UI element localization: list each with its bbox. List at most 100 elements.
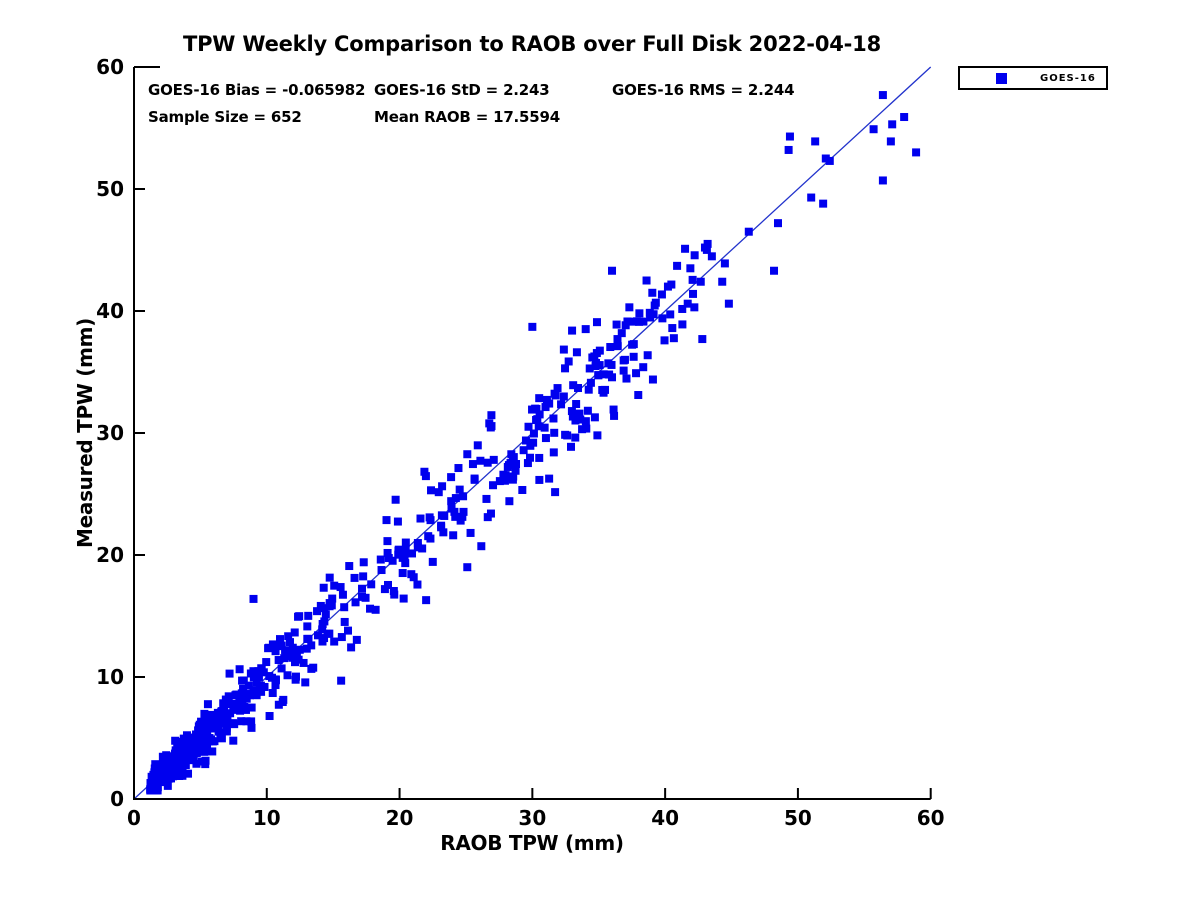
scatter-point bbox=[192, 759, 201, 768]
scatter-point bbox=[271, 647, 280, 656]
scatter-point bbox=[535, 410, 544, 419]
scatter-point bbox=[535, 394, 544, 403]
scatter-point bbox=[550, 389, 559, 398]
scatter-point bbox=[190, 748, 199, 757]
scatter-point bbox=[413, 580, 422, 589]
scatter-point bbox=[888, 120, 897, 129]
scatter-point bbox=[582, 424, 591, 433]
scatter-point bbox=[268, 640, 277, 649]
scatter-point bbox=[401, 559, 410, 568]
scatter-point bbox=[657, 290, 666, 299]
scatter-point bbox=[629, 352, 638, 361]
scatter-point bbox=[688, 275, 697, 284]
scatter-point bbox=[200, 709, 209, 718]
scatter-point bbox=[610, 411, 619, 420]
scatter-point bbox=[528, 322, 537, 331]
scatter-point bbox=[470, 474, 479, 483]
scatter-point bbox=[459, 507, 468, 516]
scatter-point bbox=[190, 733, 199, 742]
scatter-point bbox=[569, 381, 578, 390]
scatter-point bbox=[489, 455, 498, 464]
scatter-point bbox=[408, 549, 417, 558]
scatter-point bbox=[320, 604, 329, 613]
scatter-point bbox=[702, 245, 711, 254]
scatter-point bbox=[178, 766, 187, 775]
scatter-point bbox=[288, 643, 297, 652]
scatter-point bbox=[219, 706, 228, 715]
scatter-point bbox=[158, 752, 167, 761]
scatter-point bbox=[421, 472, 430, 481]
scatter-point bbox=[307, 664, 316, 673]
scatter-point bbox=[477, 542, 486, 551]
scatter-point bbox=[508, 475, 517, 484]
scatter-point bbox=[284, 632, 293, 641]
scatter-point bbox=[485, 419, 494, 428]
scatter-point bbox=[571, 416, 580, 425]
scatter-point bbox=[609, 405, 618, 414]
scatter-point bbox=[163, 781, 172, 790]
scatter-point bbox=[150, 781, 159, 790]
scatter-point bbox=[878, 176, 887, 185]
scatter-point bbox=[604, 359, 613, 368]
scatter-point bbox=[666, 310, 675, 319]
scatter-point bbox=[171, 746, 180, 755]
scatter-point bbox=[328, 594, 337, 603]
scatter-point bbox=[307, 641, 316, 650]
scatter-point bbox=[819, 199, 828, 208]
scatter-point bbox=[886, 137, 895, 146]
scatter-point bbox=[770, 266, 779, 275]
scatter-point bbox=[359, 572, 368, 581]
scatter-point bbox=[499, 470, 508, 479]
scatter-point bbox=[689, 289, 698, 298]
scatter-point bbox=[242, 717, 251, 726]
y-tick-label: 30 bbox=[96, 421, 124, 445]
scatter-point bbox=[568, 326, 577, 335]
y-tick-label: 0 bbox=[110, 787, 124, 811]
x-tick-label: 20 bbox=[386, 806, 414, 830]
scatter-point bbox=[340, 603, 349, 612]
scatter-point bbox=[210, 737, 219, 746]
scatter-point bbox=[230, 720, 239, 729]
scatter-point bbox=[232, 690, 241, 699]
scatter-point bbox=[359, 558, 368, 567]
scatter-point bbox=[428, 557, 437, 566]
scatter-point bbox=[605, 370, 614, 379]
scatter-point bbox=[321, 610, 330, 619]
scatter-point bbox=[422, 596, 431, 605]
scatter-point bbox=[184, 753, 193, 762]
scatter-point bbox=[523, 459, 532, 468]
scatter-point bbox=[707, 252, 716, 261]
stat-std: GOES-16 StD = 2.243 bbox=[374, 81, 550, 99]
scatter-point bbox=[559, 392, 568, 401]
scatter-point bbox=[181, 741, 190, 750]
scatter-point bbox=[785, 132, 794, 141]
scatter-point bbox=[177, 742, 186, 751]
scatter-point bbox=[201, 756, 210, 765]
scatter-point bbox=[595, 361, 604, 370]
scatter-point bbox=[476, 456, 485, 465]
scatter-point bbox=[244, 690, 253, 699]
scatter-point bbox=[227, 699, 236, 708]
scatter-point bbox=[237, 689, 246, 698]
scatter-point bbox=[325, 602, 334, 611]
scatter-point bbox=[254, 672, 263, 681]
scatter-point bbox=[287, 651, 296, 660]
scatter-point bbox=[350, 573, 359, 582]
scatter-point bbox=[673, 261, 682, 270]
scatter-point bbox=[593, 431, 602, 440]
scatter-point bbox=[202, 729, 211, 738]
stat-mean-raob: Mean RAOB = 17.5594 bbox=[374, 108, 560, 126]
scatter-point bbox=[518, 485, 527, 494]
scatter-point bbox=[572, 348, 581, 357]
y-tick-label: 10 bbox=[96, 665, 124, 689]
scatter-point bbox=[398, 569, 407, 578]
scatter-point bbox=[212, 723, 221, 732]
scatter-point bbox=[629, 340, 638, 349]
scatter-point bbox=[643, 351, 652, 360]
scatter-point bbox=[634, 391, 643, 400]
scatter-point bbox=[550, 428, 559, 437]
scatter-point bbox=[401, 545, 410, 554]
scatter-point bbox=[489, 481, 498, 490]
scatter-point bbox=[371, 605, 380, 614]
legend-label-goes16: GOES-16 bbox=[1040, 72, 1096, 84]
